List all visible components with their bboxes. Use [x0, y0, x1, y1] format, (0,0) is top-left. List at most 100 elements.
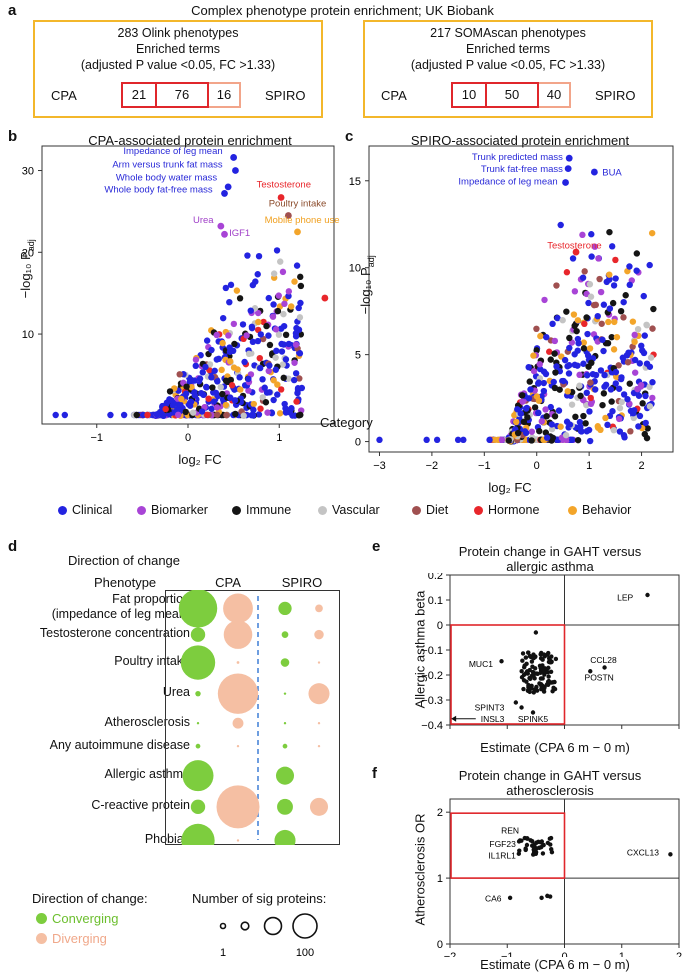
soma-cpa-only: 10 [451, 82, 485, 108]
b-point [217, 383, 224, 391]
c-point [595, 255, 602, 262]
f-point-label: CXCL13 [627, 847, 659, 857]
e-point [529, 673, 535, 678]
bubble [317, 661, 321, 664]
panel-b-ylabel: −log₁₀ Padj [18, 224, 36, 314]
c-point [626, 281, 633, 289]
b-point [273, 247, 281, 254]
b-point [257, 405, 264, 412]
c-point [594, 312, 601, 320]
diverging-label: Diverging [52, 931, 107, 946]
legend-label: Immune [246, 503, 292, 517]
c-point [615, 415, 623, 423]
e-point [531, 652, 536, 657]
c-point [542, 429, 550, 436]
c-point [542, 406, 549, 413]
e-point-label: INSL3 [481, 714, 505, 724]
olink-cpa-only: 21 [121, 82, 155, 108]
c-point [601, 371, 608, 379]
b-point [189, 409, 197, 416]
c-point [636, 360, 643, 367]
e-point [529, 659, 535, 664]
b-point [254, 271, 261, 278]
c-point [574, 436, 582, 444]
e-point [546, 665, 551, 671]
e-point [533, 630, 539, 635]
b-point [291, 278, 298, 285]
b-point [218, 366, 225, 374]
b-point [222, 284, 230, 292]
panel-e-title-1: Protein change in GAHT versus [458, 544, 642, 559]
b-point [293, 262, 301, 269]
e-point-label: MUC1 [469, 659, 493, 669]
b-point [256, 364, 264, 372]
e-point-label: SPINK5 [518, 714, 549, 724]
b-point [222, 377, 230, 384]
e-point [538, 682, 543, 688]
b-point [297, 273, 304, 281]
c-point [613, 333, 621, 341]
b-point [288, 303, 295, 310]
c-point [460, 436, 467, 444]
c-point [616, 404, 624, 412]
b-point [219, 314, 227, 322]
b-point [265, 332, 272, 339]
phenotype-row-label: C-reactive protein [8, 798, 190, 813]
e-point [534, 688, 540, 693]
c-point [528, 437, 535, 444]
c-point [549, 320, 556, 328]
f-point [548, 842, 553, 847]
e-point [645, 592, 650, 598]
c-point [642, 392, 649, 400]
soma-line2: Enriched terms [465, 42, 551, 56]
bubble [236, 839, 240, 842]
e-point [588, 669, 593, 674]
b-point [282, 409, 290, 416]
b-point [237, 386, 244, 393]
c-point [612, 380, 619, 387]
legend-swatch [568, 506, 577, 515]
c-point [553, 363, 560, 370]
c-point-highlight [572, 248, 580, 256]
b-point [259, 376, 266, 383]
b-point [293, 398, 300, 405]
c-point [631, 338, 638, 346]
bubble [317, 722, 321, 725]
c-point [538, 418, 545, 425]
bubble-chart-d [165, 590, 340, 845]
c-point [631, 331, 638, 339]
c-point [633, 267, 640, 274]
c-point-highlight [590, 168, 598, 176]
b-point [279, 268, 287, 276]
b-point [292, 370, 300, 377]
panel-c-category: Category [320, 415, 373, 430]
c-point [629, 343, 636, 350]
bubble [182, 760, 214, 792]
e-point [546, 678, 552, 684]
b-point [270, 396, 277, 404]
c-point [630, 407, 638, 414]
e-point [545, 669, 551, 675]
b-point [257, 331, 265, 338]
b-point [208, 405, 215, 412]
b-point [270, 301, 277, 308]
olink-cpa-label: CPA [51, 88, 77, 103]
c-point [582, 420, 589, 427]
soma-header: 217 SOMAscan phenotypes [430, 26, 586, 40]
b-point [192, 356, 200, 363]
c-point [635, 423, 642, 430]
legend-label: Hormone [488, 503, 540, 517]
e-point [524, 679, 529, 684]
c-point [525, 363, 532, 371]
f-ytick-label: 0 [437, 939, 443, 951]
soma-line3: (adjusted P value <0.05, FC >1.33) [410, 58, 606, 72]
f-point-label: IL1RL1 [488, 851, 516, 861]
c-point [519, 398, 526, 405]
b-point-highlight [277, 194, 285, 201]
b-point [209, 384, 216, 391]
c-point [597, 367, 605, 374]
e-point-label: CCL28 [590, 655, 617, 665]
panel-f-title-2: atherosclerosis [506, 783, 594, 798]
c-xtick-label: −1 [478, 460, 491, 472]
bubble [181, 823, 215, 845]
